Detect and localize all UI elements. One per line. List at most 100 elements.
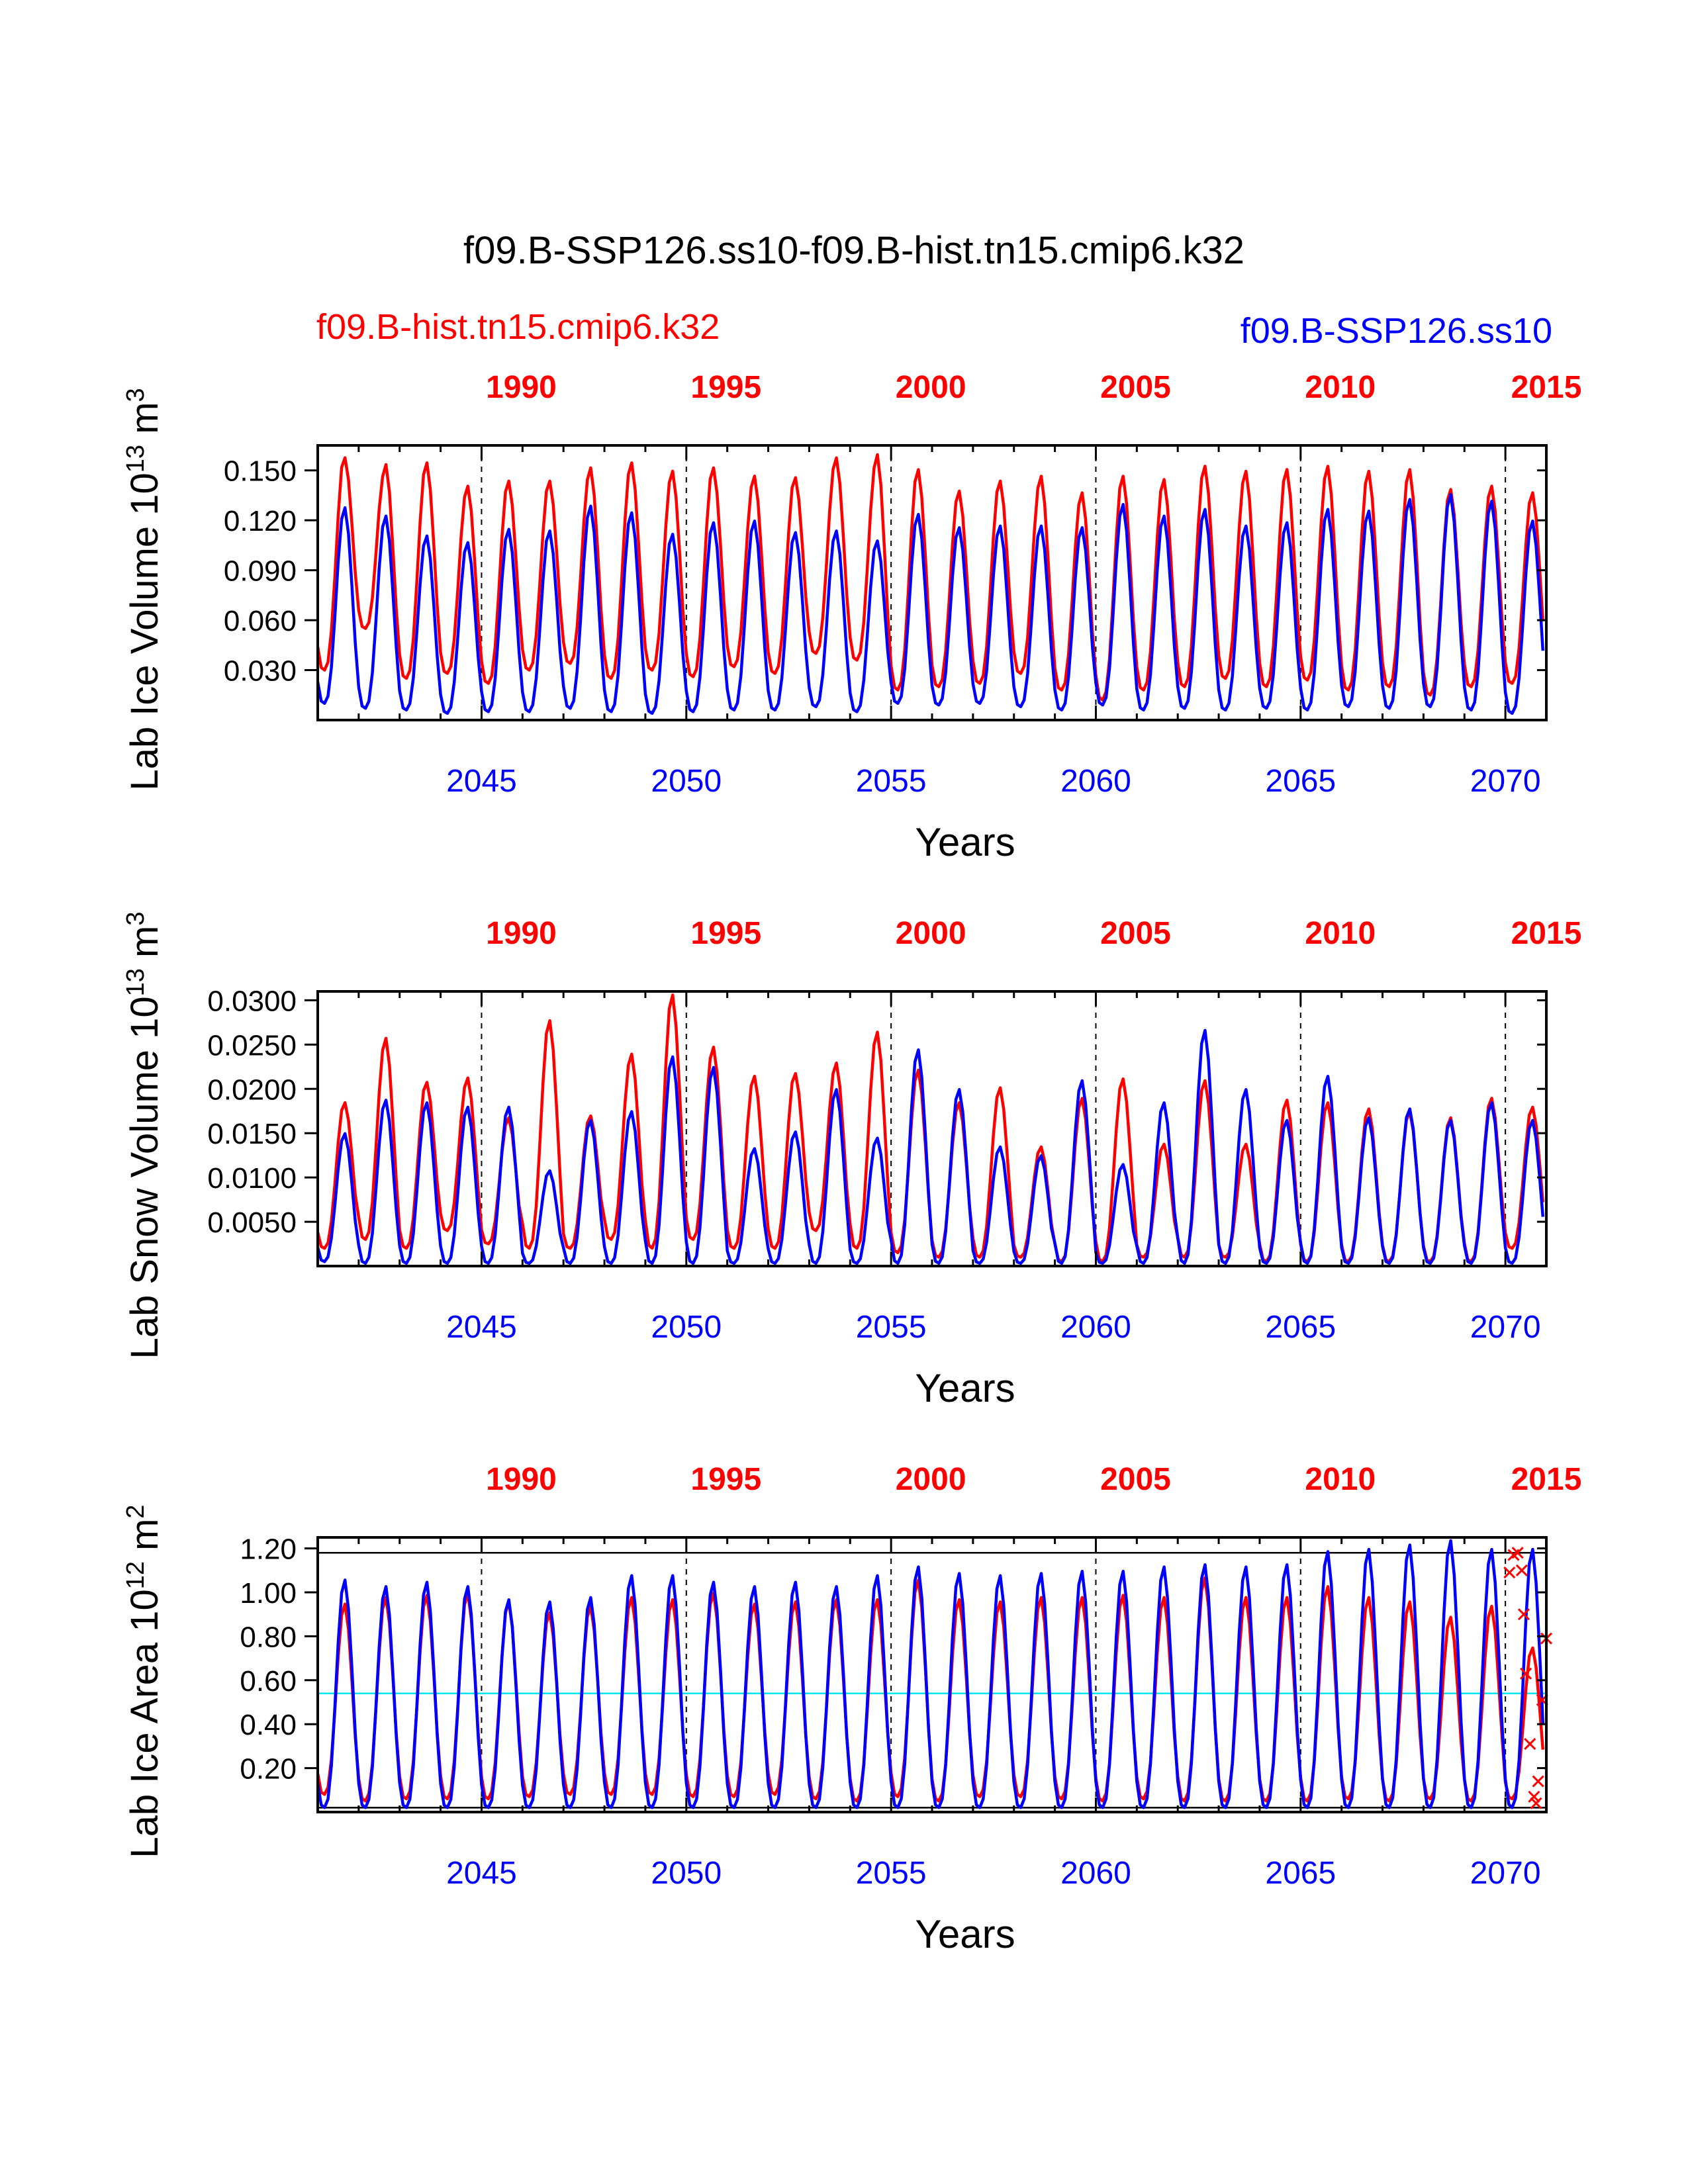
y-axis-title: Lab Snow Volume 1013 m3 [122,911,166,1359]
panel-2: 0.0050 0.0100 0.0150 0.0200 0.0250 0.0300 2045… [122,911,1581,1410]
x-tick-label-top: 2005 [1100,370,1171,405]
x-tick-label-top: 1990 [486,916,557,951]
x-tick-label-bottom: 2070 [1470,1310,1541,1345]
x-tick-label-top: 2010 [1305,916,1376,951]
series-marker [1532,1775,1544,1788]
y-tick-label: 0.0150 [207,1118,297,1150]
y-tick-label: 1.20 [240,1533,297,1566]
series-line-blue [318,492,1545,715]
y-tick-label: 0.0250 [207,1029,297,1062]
x-tick-label-bottom: 2045 [446,764,517,799]
y-axis-title-part: 3 [122,911,150,925]
x-tick-label-top: 2015 [1511,1462,1582,1497]
x-tick-label-top: 2015 [1511,370,1582,405]
y-axis-title-part: m [123,926,166,968]
y-tick-label: 0.0050 [207,1206,297,1239]
y-axis-title-part: 12 [122,1561,150,1589]
y-axis-title: Lab Ice Volume 1013 m3 [122,388,166,790]
x-tick-label-bottom: 2065 [1265,1856,1336,1891]
series-marker [1524,1738,1536,1751]
y-tick-label: 1.00 [240,1577,297,1610]
x-tick-label-top: 2005 [1100,916,1171,951]
series-marker [1503,1567,1516,1579]
x-tick-label-top: 1995 [690,370,761,405]
series-line-red [318,453,1545,702]
marker-stroke [1511,1547,1524,1559]
y-tick-label: 0.0300 [207,985,297,1017]
x-tick-label-bottom: 2055 [856,1856,927,1891]
x-tick-label-bottom: 2070 [1470,764,1541,799]
x-tick-label-top: 1995 [690,1462,761,1497]
y-axis-title: Lab Ice Area 1012 m2 [122,1504,166,1858]
y-axis-title-part: 3 [122,388,150,402]
panel-3: 0.20 0.40 0.60 0.80 1.00 1.20 2045 2050 2055 2060… [122,1462,1581,1956]
marker-stroke [1530,1797,1542,1809]
series-marker [1515,1564,1528,1576]
series-group [318,1539,1545,1809]
y-tick-label: 0.0200 [207,1073,297,1106]
marker-stroke [1528,1790,1540,1803]
chart-title: f09.B-SSP126.ss10-f09.B-hist.tn15.cmip6.… [463,229,1244,272]
marker-stroke [1503,1567,1516,1579]
x-axis-title: Years [915,1912,1015,1956]
x-tick-label-top: 2010 [1305,370,1376,405]
x-tick-label-top: 2000 [896,370,966,405]
x-axis-title: Years [915,1366,1015,1410]
y-tick-label: 0.120 [224,505,297,537]
series-marker [1530,1797,1542,1809]
x-tick-label-bottom: 2045 [446,1856,517,1891]
y-tick-label: 0.0100 [207,1162,297,1195]
y-tick-label: 0.60 [240,1665,297,1698]
x-axis-title: Years [915,820,1015,864]
series-marker [1517,1608,1530,1621]
y-axis-title-part: 13 [122,968,150,996]
x-tick-label-top: 1990 [486,1462,557,1497]
x-tick-label-bottom: 2070 [1470,1856,1541,1891]
y-axis-title-part: Lab Ice Area 10 [123,1589,166,1858]
panel-1: 0.030 0.060 0.090 0.120 0.150 2045 2050 2055 206… [122,370,1581,864]
x-tick-label-top: 1995 [690,916,761,951]
marker-stroke [1517,1608,1530,1621]
x-tick-label-bottom: 2065 [1265,764,1336,799]
legend-red-label: f09.B-hist.tn15.cmip6.k32 [316,307,720,347]
y-tick-label: 0.40 [240,1709,297,1741]
marker-stroke [1515,1564,1528,1576]
x-tick-label-bottom: 2065 [1265,1310,1336,1345]
x-tick-label-bottom: 2050 [651,1310,722,1345]
x-tick-label-bottom: 2050 [651,764,722,799]
x-tick-label-top: 2005 [1100,1462,1171,1497]
x-tick-label-top: 1990 [486,370,557,405]
y-axis-title-part: m [123,402,166,444]
x-tick-label-bottom: 2060 [1060,1310,1131,1345]
x-tick-label-bottom: 2055 [856,764,927,799]
series-group [318,453,1545,715]
series-line-blue [318,1028,1545,1265]
y-tick-label: 0.030 [224,655,297,688]
y-axis-title-part: 13 [122,445,150,473]
series-marker [1520,1667,1532,1680]
x-tick-label-bottom: 2060 [1060,1856,1131,1891]
y-axis-title-part: m [123,1519,166,1561]
series-marker [1528,1790,1540,1803]
series-line-blue [318,1539,1545,1809]
legend-blue-label: f09.B-SSP126.ss10 [1241,311,1552,351]
y-axis-title-part: Lab Ice Volume 10 [123,473,166,790]
y-tick-label: 0.20 [240,1753,297,1786]
x-tick-label-bottom: 2045 [446,1310,517,1345]
series-group [318,993,1545,1265]
marker-stroke [1532,1775,1544,1788]
y-axis-title-part: Lab Snow Volume 10 [123,996,166,1359]
y-axis-title-part: 2 [122,1504,150,1518]
y-tick-label: 0.060 [224,605,297,637]
marker-stroke [1520,1667,1532,1680]
x-tick-label-top: 2010 [1305,1462,1376,1497]
marker-stroke [1524,1738,1536,1751]
x-tick-label-top: 2015 [1511,916,1582,951]
x-tick-label-bottom: 2055 [856,1310,927,1345]
x-tick-label-bottom: 2060 [1060,764,1131,799]
series-marker [1511,1547,1524,1559]
x-tick-label-bottom: 2050 [651,1856,722,1891]
x-tick-label-top: 2000 [896,1462,966,1497]
